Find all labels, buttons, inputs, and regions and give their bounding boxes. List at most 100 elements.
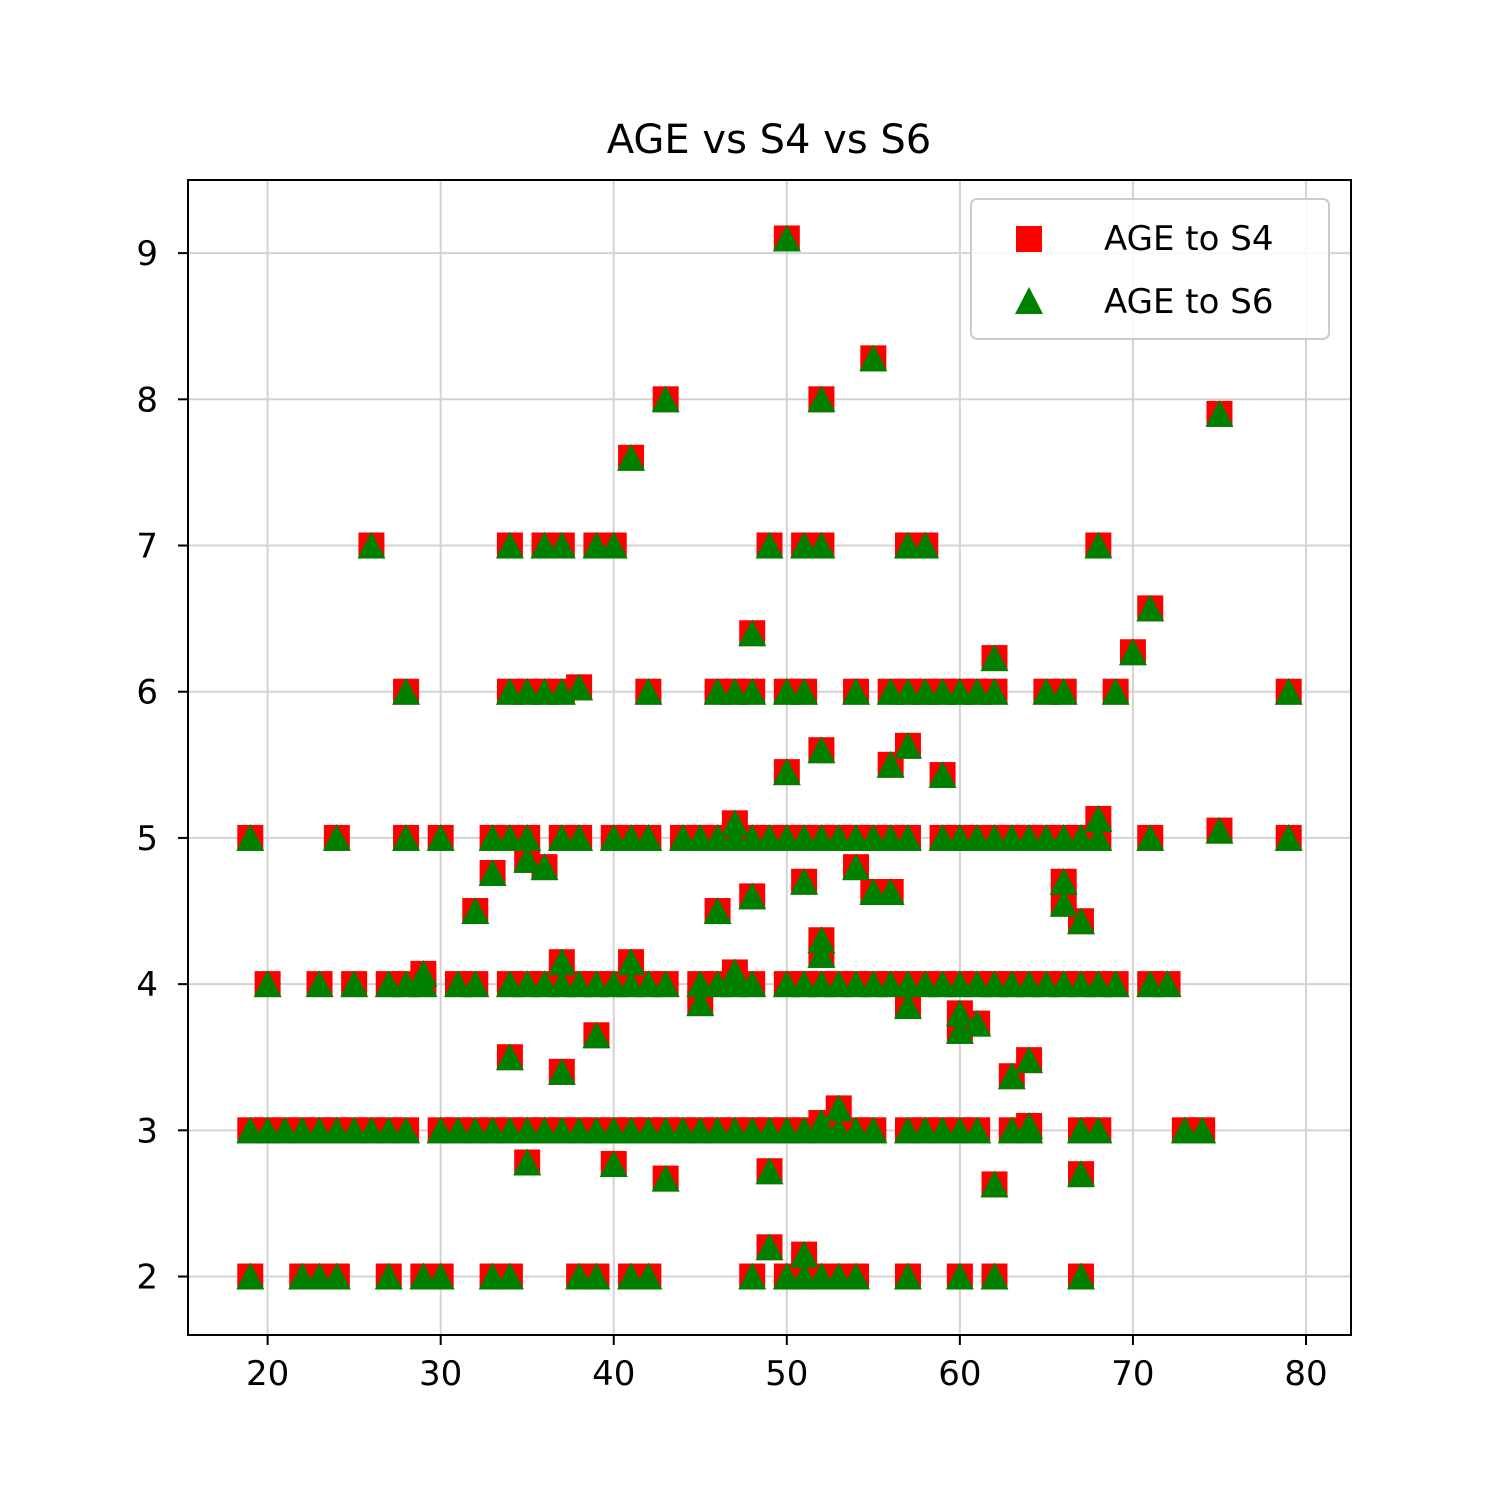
data-points bbox=[236, 224, 1303, 1290]
y-tick-label: 2 bbox=[136, 1258, 158, 1298]
point-s6 bbox=[859, 344, 888, 372]
point-s6 bbox=[980, 1170, 1009, 1198]
point-s6 bbox=[236, 823, 265, 851]
point-s6 bbox=[807, 940, 836, 968]
point-s6 bbox=[1136, 823, 1165, 851]
legend-label-s4: AGE to S4 bbox=[1104, 219, 1273, 259]
point-s6 bbox=[1049, 889, 1078, 917]
point-s6 bbox=[1274, 677, 1303, 705]
y-tick-label: 3 bbox=[136, 1111, 158, 1151]
point-s6 bbox=[790, 867, 819, 895]
point-s6 bbox=[703, 897, 732, 925]
point-s6 bbox=[807, 736, 836, 764]
point-s6 bbox=[547, 531, 576, 559]
point-s6 bbox=[738, 882, 767, 910]
point-s6 bbox=[755, 1233, 784, 1261]
x-tick-label: 30 bbox=[419, 1354, 462, 1394]
point-s6 bbox=[392, 677, 421, 705]
point-s6 bbox=[980, 644, 1009, 672]
point-s6 bbox=[461, 970, 490, 998]
point-s6 bbox=[893, 731, 922, 759]
point-s6 bbox=[790, 1240, 819, 1268]
point-s6 bbox=[790, 677, 819, 705]
point-s6 bbox=[426, 1262, 455, 1290]
y-tick-label: 4 bbox=[136, 965, 158, 1005]
y-axis: 2 3 4 5 6 7 8 9 bbox=[136, 234, 188, 1298]
point-s6 bbox=[807, 926, 836, 954]
point-s6 bbox=[513, 1148, 542, 1176]
point-s6 bbox=[357, 531, 386, 559]
x-axis: 20 30 40 50 60 70 80 bbox=[246, 1335, 1328, 1394]
point-s6 bbox=[322, 823, 351, 851]
point-s6 bbox=[547, 1057, 576, 1085]
point-s6 bbox=[547, 948, 576, 976]
point-s6 bbox=[893, 1262, 922, 1290]
point-s6 bbox=[253, 970, 282, 998]
point-s6 bbox=[1049, 867, 1078, 895]
point-s6 bbox=[1067, 907, 1096, 935]
point-s6 bbox=[392, 823, 421, 851]
y-tick-label: 5 bbox=[136, 819, 158, 859]
point-s6 bbox=[1015, 1046, 1044, 1074]
x-tick-label: 60 bbox=[938, 1354, 981, 1394]
point-s6 bbox=[392, 1116, 421, 1144]
point-s6 bbox=[807, 531, 836, 559]
point-s6 bbox=[720, 809, 749, 837]
point-s6 bbox=[340, 970, 369, 998]
legend-marker-s4 bbox=[1016, 226, 1042, 252]
point-s6 bbox=[945, 1016, 974, 1044]
point-s6 bbox=[738, 619, 767, 647]
point-s6 bbox=[1205, 816, 1234, 844]
point-s6 bbox=[772, 224, 801, 252]
point-s6 bbox=[582, 1021, 611, 1049]
point-s6 bbox=[1084, 804, 1113, 832]
point-s6 bbox=[495, 1043, 524, 1071]
point-s6 bbox=[738, 1262, 767, 1290]
x-tick-label: 40 bbox=[592, 1354, 635, 1394]
point-s6 bbox=[582, 1262, 611, 1290]
point-s6 bbox=[495, 531, 524, 559]
point-s6 bbox=[374, 1262, 403, 1290]
point-s6 bbox=[945, 1262, 974, 1290]
point-s6 bbox=[686, 989, 715, 1017]
point-s6 bbox=[1101, 970, 1130, 998]
point-s6 bbox=[409, 959, 438, 987]
point-s6 bbox=[513, 823, 542, 851]
plot-frame bbox=[187, 179, 1352, 1336]
x-tick-label: 20 bbox=[246, 1354, 289, 1394]
chart-title: AGE vs S4 vs S6 bbox=[607, 117, 932, 163]
point-s6 bbox=[599, 1149, 628, 1177]
point-s6 bbox=[530, 853, 559, 881]
point-s6 bbox=[911, 531, 940, 559]
point-s6 bbox=[893, 992, 922, 1020]
y-tick-label: 6 bbox=[136, 673, 158, 713]
point-s6 bbox=[1049, 677, 1078, 705]
point-s6 bbox=[842, 1262, 871, 1290]
point-s6 bbox=[426, 823, 455, 851]
point-s6 bbox=[634, 1262, 663, 1290]
point-s6 bbox=[1188, 1116, 1217, 1144]
point-s6 bbox=[997, 1062, 1026, 1090]
point-s6 bbox=[461, 897, 490, 925]
point-s6 bbox=[1205, 399, 1234, 427]
point-s6 bbox=[807, 1109, 836, 1137]
point-s6 bbox=[1084, 531, 1113, 559]
point-s6 bbox=[824, 1094, 853, 1122]
y-tick-label: 9 bbox=[136, 234, 158, 274]
point-s6 bbox=[236, 1262, 265, 1290]
point-s6 bbox=[599, 531, 628, 559]
point-s6 bbox=[1084, 1116, 1113, 1144]
point-s6 bbox=[980, 677, 1009, 705]
point-s6 bbox=[876, 750, 905, 778]
legend: AGE to S4 AGE to S6 bbox=[970, 198, 1330, 340]
legend-label-s6: AGE to S6 bbox=[1104, 282, 1273, 322]
point-s6 bbox=[859, 1116, 888, 1144]
point-s6 bbox=[651, 1164, 680, 1192]
point-s6 bbox=[980, 1262, 1009, 1290]
point-s6 bbox=[1118, 638, 1147, 666]
point-s6 bbox=[478, 859, 507, 886]
point-s6 bbox=[738, 677, 767, 705]
point-s6 bbox=[755, 1157, 784, 1185]
point-s6 bbox=[634, 677, 663, 705]
